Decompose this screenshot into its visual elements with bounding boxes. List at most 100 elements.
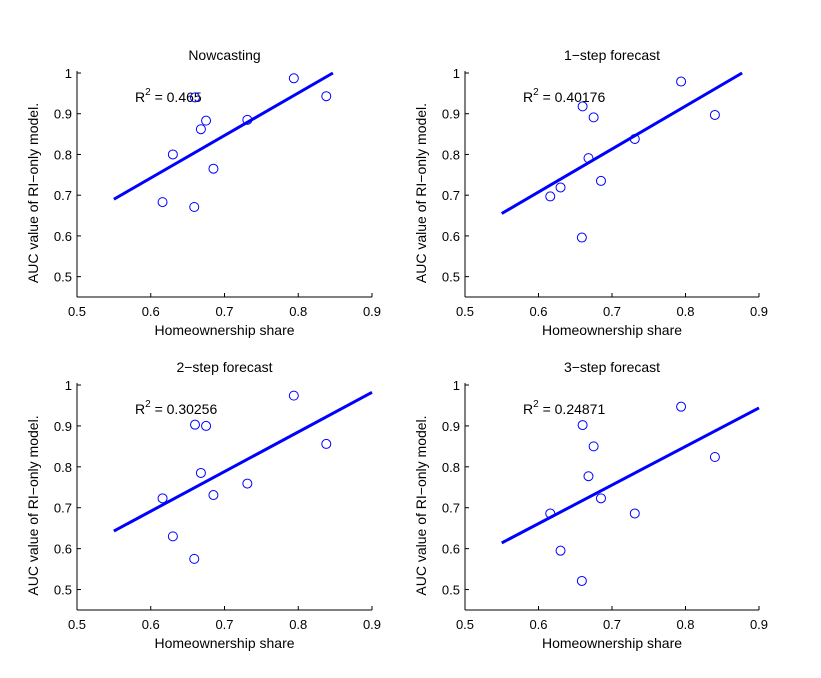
x-axis-label: Homeownership share [154, 635, 294, 651]
y-tick-label: 1 [453, 378, 460, 393]
fit-line [501, 406, 760, 545]
data-point [208, 490, 219, 501]
data-point [709, 452, 720, 462]
panel-2-step: 0.5 0.6 0.7 0.8 0.9 0.5 0.6 0.7 0.8 0.9 1 2−step fo… [25, 359, 381, 651]
chart-title: 1−step forecast [564, 47, 660, 63]
data-point [545, 508, 556, 519]
x-tick-label: 0.9 [750, 304, 768, 319]
panel-3-step: 0.5 0.6 0.7 0.8 0.9 0.5 0.6 0.7 0.8 0.9 1 3−step fo… [413, 359, 768, 651]
data-point [195, 124, 206, 135]
x-tick-label: 0.5 [68, 304, 86, 319]
y-tick-label: 0.9 [442, 419, 460, 434]
fit-line [500, 71, 743, 215]
x-tick-label: 0.7 [215, 617, 233, 632]
chart-title: Nowcasting [188, 47, 260, 63]
x-tick-label: 0.5 [456, 304, 474, 319]
x-axis-label: Homeownership share [542, 635, 682, 651]
r-squared-annotation: R2 = 0.40176 [523, 87, 605, 105]
y-tick-label: 0.7 [54, 501, 72, 516]
y-tick-label: 0.9 [54, 419, 72, 434]
x-tick-label: 0.6 [142, 304, 160, 319]
y-tick-label: 0.5 [54, 583, 72, 598]
chart-title: 3−step forecast [564, 359, 660, 375]
data-point [545, 191, 556, 202]
x-axis-label: Homeownership share [542, 322, 682, 338]
data-point [201, 115, 212, 126]
y-tick-label: 0.8 [442, 460, 460, 475]
data-point [629, 508, 640, 519]
fit-line [113, 391, 373, 533]
r-squared-annotation: R2 = 0.30256 [135, 399, 217, 417]
data-point [157, 493, 168, 504]
y-tick-label: 0.5 [442, 270, 460, 285]
data-point [629, 133, 640, 144]
x-tick-label: 0.5 [68, 617, 86, 632]
y-tick-label: 0.5 [54, 270, 72, 285]
x-tick-label: 0.6 [529, 617, 547, 632]
y-tick-label: 0.6 [442, 542, 460, 557]
y-tick-label: 0.6 [54, 229, 72, 244]
y-tick-label: 0.7 [54, 188, 72, 203]
y-tick-label: 0.7 [442, 188, 460, 203]
data-point [167, 531, 178, 542]
x-tick-label: 0.9 [363, 304, 381, 319]
data-point [321, 438, 332, 449]
data-point [676, 76, 687, 87]
x-tick-label: 0.9 [750, 617, 768, 632]
r-squared-annotation: R2 = 0.24871 [523, 399, 605, 417]
y-tick-label: 0.6 [442, 229, 460, 244]
fit-line [113, 71, 334, 201]
data-point [190, 92, 200, 103]
panel-1-step: 0.5 0.6 0.7 0.8 0.9 0.5 0.6 0.7 0.8 0.9 1 1−step fo… [413, 47, 768, 338]
data-point [288, 73, 299, 84]
y-tick-label: 1 [453, 66, 460, 81]
data-point [595, 493, 606, 504]
x-tick-label: 0.9 [363, 617, 381, 632]
data-point [676, 401, 687, 412]
y-tick-label: 0.9 [442, 107, 460, 122]
x-tick-label: 0.6 [142, 617, 160, 632]
y-tick-label: 0.8 [442, 147, 460, 162]
data-point [242, 478, 253, 489]
chart-title: 2−step forecast [176, 359, 272, 375]
r-squared-annotation: R2 = 0.465 [135, 87, 202, 105]
x-tick-label: 0.6 [529, 304, 547, 319]
data-point [242, 114, 253, 125]
data-point [583, 471, 594, 482]
y-tick-label: 0.6 [54, 542, 72, 557]
data-point [555, 545, 566, 556]
data-point [583, 153, 594, 164]
x-tick-label: 0.7 [215, 304, 233, 319]
data-point [201, 420, 212, 431]
y-tick-label: 0.8 [54, 460, 72, 475]
data-point [189, 201, 200, 212]
x-axis-label: Homeownership share [154, 322, 294, 338]
data-point [321, 91, 332, 102]
data-point [157, 197, 168, 208]
y-axis-label: AUC value of RI−only model. [413, 103, 429, 283]
y-tick-label: 1 [65, 66, 72, 81]
x-tick-label: 0.7 [603, 304, 621, 319]
y-axis-label: AUC value of RI−only model. [413, 415, 429, 595]
y-tick-label: 0.8 [54, 147, 72, 162]
x-tick-label: 0.8 [676, 617, 694, 632]
data-point [195, 467, 206, 478]
y-axis-label: AUC value of RI−only model. [25, 103, 41, 283]
data-point [709, 109, 720, 120]
data-point [190, 419, 200, 430]
x-tick-label: 0.8 [289, 617, 307, 632]
data-point [288, 390, 299, 401]
y-tick-label: 0.9 [54, 107, 72, 122]
data-point [577, 101, 588, 112]
x-tick-label: 0.8 [676, 304, 694, 319]
data-point [167, 149, 178, 160]
y-axis-label: AUC value of RI−only model. [25, 415, 41, 595]
data-point [595, 175, 606, 186]
x-tick-label: 0.7 [603, 617, 621, 632]
x-tick-label: 0.8 [289, 304, 307, 319]
y-tick-label: 0.7 [442, 501, 460, 516]
data-point [588, 441, 599, 452]
data-point [588, 112, 599, 123]
data-point [208, 163, 219, 174]
